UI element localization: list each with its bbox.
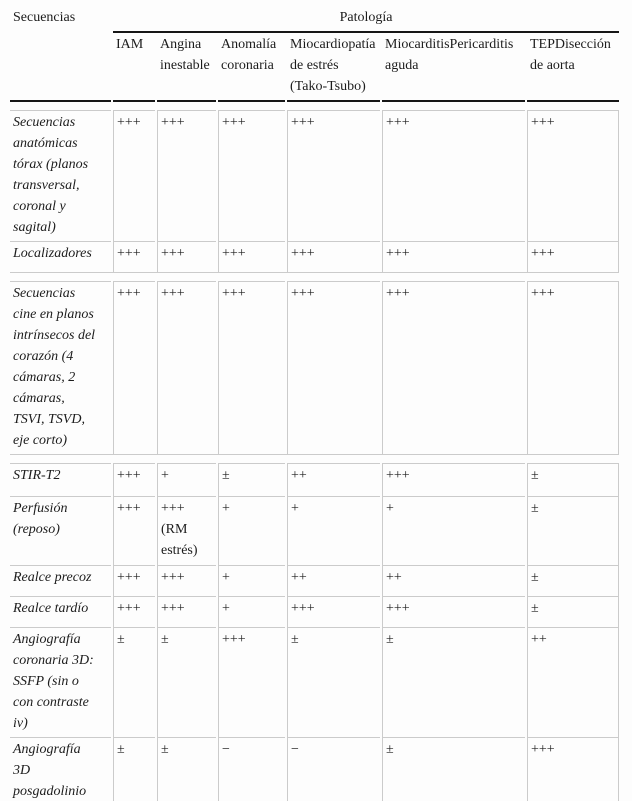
column-header-miocarditis-aguda: Miocarditis aguda (385, 37, 450, 73)
value-cell: +++ (113, 463, 155, 496)
value-cell: +++ (113, 241, 155, 272)
row-header-spacer-cell (10, 33, 111, 102)
value-cell: +++ (157, 281, 216, 454)
value-cell: ++ (287, 565, 380, 596)
value-cell: ± (382, 737, 525, 801)
value-cell: ± (527, 596, 620, 627)
table-row: Perfusión (reposo) +++ +++ (RM estrés) +… (10, 496, 620, 565)
row-label: Realce tardío (10, 596, 111, 627)
value-cell: ++ (382, 565, 525, 596)
value-cell: +++ (157, 110, 216, 241)
value-cell: +++ (157, 565, 216, 596)
row-label: Realce precoz (10, 565, 111, 596)
spacer-row (10, 454, 620, 463)
group-header-row: Secuencias Patología (10, 6, 620, 33)
row-header-secuencias: Secuencias (13, 10, 76, 25)
value-cell: ± (218, 463, 285, 496)
value-cell: +++ (287, 110, 380, 241)
value-cell: +++ (382, 241, 525, 272)
value-cell: +++ (527, 241, 620, 272)
row-label: Perfusión (reposo) (10, 496, 111, 565)
value-cell: + (157, 463, 216, 496)
column-header-tep: TEP (530, 37, 555, 52)
column-header-pericarditis: Pericarditis (449, 37, 514, 52)
table-row: Secuencias anatómicas tórax (planos tran… (10, 110, 620, 241)
value-cell: +++ (157, 596, 216, 627)
table-row: Realce tardío +++ +++ + +++ +++ ± (10, 596, 620, 627)
value-cell: +++ (157, 241, 216, 272)
value-cell: ++ (527, 627, 620, 737)
value-cell: +++ (287, 281, 380, 454)
value-cell: +++ (218, 627, 285, 737)
column-header-row: IAM Angina inestable Anomalía coronaria … (10, 33, 620, 102)
row-label: Localizadores (10, 241, 111, 272)
row-label: Angiografía coronaria 3D: SSFP (sin o co… (10, 627, 111, 737)
column-header-miocardiopatia-estres: Miocardiopatía de estrés (Tako-Tsubo) (287, 33, 380, 102)
value-cell: − (287, 737, 380, 801)
value-cell: +++ (382, 596, 525, 627)
value-cell: ± (527, 565, 620, 596)
value-cell: ++ (287, 463, 380, 496)
column-header-anomalia-coronaria: Anomalía coronaria (218, 33, 285, 102)
group-header-patologia: Patología (113, 6, 620, 33)
value-cell: + (218, 565, 285, 596)
value-cell: +++ (382, 110, 525, 241)
value-cell: ± (382, 627, 525, 737)
row-label: Secuencias anatómicas tórax (planos tran… (10, 110, 111, 241)
row-label: Angiografía 3D posgadolinio (10, 737, 111, 801)
value-cell: + (287, 496, 380, 565)
column-header-miocarditis-pericarditis: Miocarditis agudaPericarditis (382, 33, 525, 102)
column-header-iam: IAM (113, 33, 155, 102)
value-cell: − (218, 737, 285, 801)
value-cell: +++ (218, 241, 285, 272)
value-cell: +++ (527, 110, 620, 241)
value-cell: + (218, 496, 285, 565)
spacer-row (10, 102, 619, 110)
value-cell: ± (287, 627, 380, 737)
table-row: Angiografía 3D posgadolinio ± ± − − ± ++… (10, 737, 620, 801)
value-cell: +++ (287, 596, 380, 627)
value-cell: +++ (527, 281, 620, 454)
row-label: Secuencias cine en planos intrínsecos de… (10, 281, 111, 454)
column-header-angina-inestable: Angina inestable (157, 33, 216, 102)
value-cell: ± (157, 737, 216, 801)
table-row: STIR-T2 +++ + ± ++ +++ ± (10, 463, 620, 496)
value-cell: +++ (113, 565, 155, 596)
column-header-tep-diseccion: TEPDisección de aorta (527, 33, 620, 102)
table-row: Angiografía coronaria 3D: SSFP (sin o co… (10, 627, 620, 737)
value-cell: +++ (382, 463, 525, 496)
row-label: STIR-T2 (10, 463, 111, 496)
value-cell: +++ (287, 241, 380, 272)
value-cell: +++ (218, 110, 285, 241)
value-cell: ± (527, 496, 620, 565)
value-cell: + (382, 496, 525, 565)
value-cell: ± (113, 737, 155, 801)
column-header-diseccion-aorta: Disección de aorta (530, 37, 611, 73)
table-row: Realce precoz +++ +++ + ++ ++ ± (10, 565, 620, 596)
value-cell: +++ (RM estrés) (157, 496, 216, 565)
table-row: Secuencias cine en planos intrínsecos de… (10, 281, 620, 454)
value-cell: +++ (113, 596, 155, 627)
value-cell: +++ (113, 110, 155, 241)
value-cell: +++ (527, 737, 620, 801)
value-cell: ± (157, 627, 216, 737)
value-cell: +++ (113, 496, 155, 565)
table-row: Localizadores +++ +++ +++ +++ +++ +++ (10, 241, 620, 272)
value-cell: +++ (113, 281, 155, 454)
value-cell: +++ (382, 281, 525, 454)
value-cell: ± (113, 627, 155, 737)
sequences-pathology-table: Secuencias Patología IAM Angina inestabl… (8, 6, 621, 801)
spacer-row (10, 272, 620, 281)
value-cell: +++ (218, 281, 285, 454)
value-cell: ± (527, 463, 620, 496)
value-cell: + (218, 596, 285, 627)
